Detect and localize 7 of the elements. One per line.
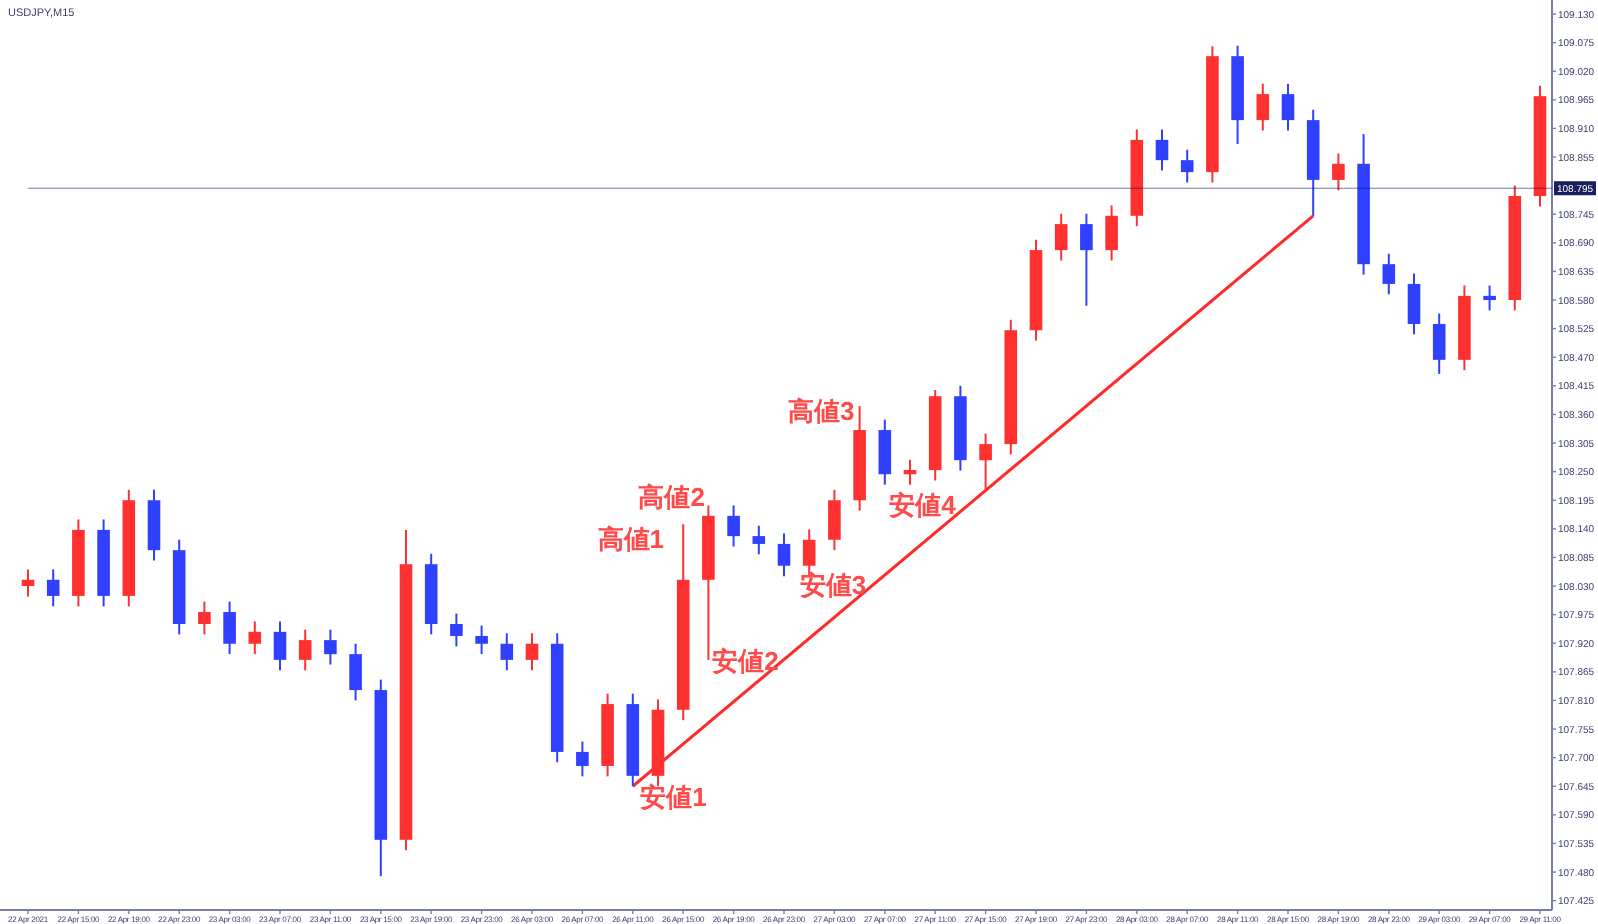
annotation: 高値2	[638, 482, 705, 512]
annotation: 高値1	[597, 524, 665, 554]
annotation: 安値2	[712, 646, 779, 676]
annotation: 高値3	[788, 396, 855, 426]
annotation: 安値1	[640, 782, 707, 812]
annotation: 安値4	[889, 490, 958, 520]
annotation: 安値3	[799, 570, 867, 600]
